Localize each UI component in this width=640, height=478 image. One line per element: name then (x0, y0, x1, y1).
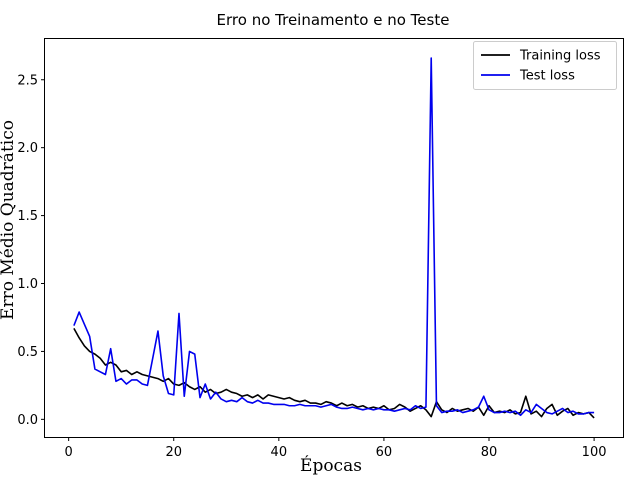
legend: Training loss Test loss (473, 41, 617, 90)
x-tick-label: 60 (376, 445, 393, 460)
y-tick-label: 1.0 (17, 277, 38, 292)
x-tick-label: 80 (481, 445, 498, 460)
plot-frame (44, 38, 624, 438)
x-tick-label: 100 (582, 445, 607, 460)
plot-lines (73, 57, 595, 419)
y-axis: 0.0 0.5 1.0 1.5 2.0 2.5 (17, 73, 45, 428)
y-axis-label: Erro Médio Quadrático (0, 120, 18, 320)
x-tick-label: 0 (65, 445, 73, 460)
y-tick-label: 1.5 (17, 209, 38, 224)
chart-title: Erro no Treinamento e no Teste (217, 11, 450, 29)
x-axis: 0 20 40 60 80 100 (65, 437, 607, 460)
y-tick-label: 2.5 (17, 73, 38, 88)
y-tick-label: 2.0 (17, 141, 38, 156)
y-tick-label: 0.0 (17, 413, 38, 428)
x-axis-label: Épocas (300, 455, 362, 476)
x-tick-label: 20 (165, 445, 182, 460)
y-tick-label: 0.5 (17, 345, 38, 360)
legend-box (473, 41, 617, 90)
legend-label-1: Test loss (519, 69, 575, 84)
legend-label-0: Training loss (519, 49, 601, 64)
x-tick-label: 40 (271, 445, 288, 460)
series-line-1 (73, 57, 595, 417)
